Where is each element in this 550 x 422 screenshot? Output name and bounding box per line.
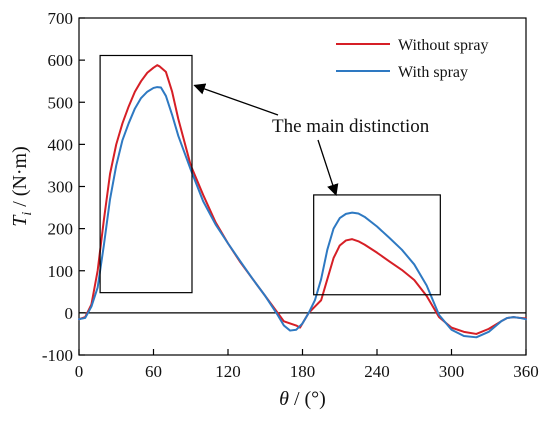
x-tick-label: 360 <box>513 362 539 381</box>
series-line-2 <box>78 86 527 339</box>
series-layer <box>78 64 527 339</box>
highlight-box-1 <box>99 54 193 294</box>
x-tick-label: 120 <box>215 362 241 381</box>
y-tick-label: 500 <box>48 93 74 112</box>
y-tick-label: 300 <box>48 178 74 197</box>
x-tick-label: 240 <box>364 362 390 381</box>
y-tick-label: 600 <box>48 51 74 70</box>
annotation-text: The main distinction <box>272 116 430 137</box>
x-tick-label: 60 <box>145 362 162 381</box>
y-tick-label: -100 <box>42 346 73 365</box>
series-line-1 <box>78 64 527 335</box>
legend-label-1: Without spray <box>398 37 488 54</box>
legend-label-2: With spray <box>398 64 468 81</box>
y-axis-label: Ti / (N·m) <box>9 146 35 227</box>
x-tick-label: 0 <box>75 362 84 381</box>
x-axis-label: θ / (°) <box>279 388 326 410</box>
annotation: The main distinction <box>193 83 430 197</box>
x-tick-label: 300 <box>439 362 465 381</box>
y-tick-label: 0 <box>65 304 74 323</box>
annotation-arrow-2 <box>317 139 339 197</box>
y-tick-label: 100 <box>48 262 74 281</box>
highlight-boxes <box>99 54 441 296</box>
y-tick-label: 400 <box>48 135 74 154</box>
y-tick-label: 700 <box>48 9 74 28</box>
annotation-arrow-1 <box>193 83 279 116</box>
legend: Without spray With spray <box>336 37 488 81</box>
axis-ticks: 0 60 120 180 240 300 360-100010020030040050060… <box>42 9 539 381</box>
axis-labels: θ / (°) Ti / (N·m) <box>9 146 326 410</box>
x-tick-label: 180 <box>290 362 316 381</box>
y-tick-label: 200 <box>48 220 74 239</box>
highlight-box-2 <box>313 194 441 296</box>
